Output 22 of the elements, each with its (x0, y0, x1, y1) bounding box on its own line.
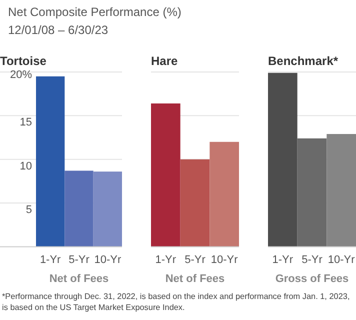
x-tick-label: 5-Yr (68, 254, 90, 266)
x-axis-title: Net of Fees (165, 273, 225, 285)
x-axis-title: Gross of Fees (275, 273, 349, 285)
x-tick-label: 5-Yr (184, 254, 206, 266)
text: Tortoise (0, 54, 47, 68)
x-tick-label: 10-Yr (210, 254, 238, 266)
x-tick-label: 5-Yr (302, 254, 323, 266)
x-tick-label: 10-Yr (94, 254, 122, 266)
y-tick-label: 5 (26, 204, 32, 216)
y-tick-label: 10 (20, 160, 32, 172)
y-tick-label: 15 (20, 116, 32, 129)
chart-subtitle: 12/01/08 – 6/30/23 (8, 23, 108, 37)
x-tick-label: 1-Yr (272, 254, 294, 266)
x-tick-label: 1-Yr (40, 254, 62, 266)
y-tick-label: 20% (10, 69, 32, 81)
x-tick-label: 10-Yr (328, 254, 356, 266)
text: Hare (151, 54, 178, 68)
text: Benchmark* (268, 54, 338, 68)
x-axis-title: Net of Fees (49, 273, 109, 285)
text: *Performance through Dec. 31, 2022, is based on the index and performance from Jan. 1, 2023, is based on the US Target Market Exposure Index. (2, 292, 350, 312)
x-tick-label: 1-Yr (155, 254, 176, 266)
chart-title: Net Composite Performance (%) (8, 5, 182, 19)
